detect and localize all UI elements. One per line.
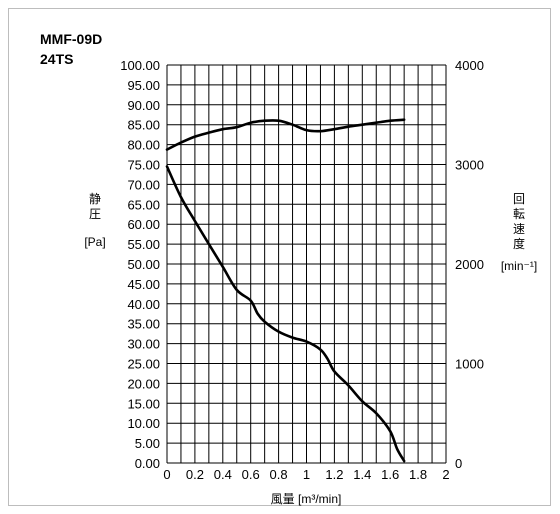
- x-tick-label: 0: [163, 467, 170, 482]
- x-tick-label: 0.8: [270, 467, 288, 482]
- left-y-tick-label: 15.00: [127, 396, 160, 411]
- right-y-tick-label: 2000: [455, 257, 484, 272]
- x-tick-label: 1.2: [325, 467, 343, 482]
- left-y-label-unit: [Pa]: [84, 235, 105, 249]
- left-y-tick-label: 40.00: [127, 297, 160, 312]
- left-y-tick-label: 75.00: [127, 158, 160, 173]
- left-y-label-char-2: 圧: [89, 207, 101, 221]
- series-group: [165, 118, 406, 463]
- left-y-tick-label: 0.00: [135, 456, 160, 471]
- left-y-tick-label: 95.00: [127, 78, 160, 93]
- left-y-tick-label: 10.00: [127, 416, 160, 431]
- right-y-label-unit: [min⁻¹]: [501, 259, 537, 273]
- right-y-label-char-4: 度: [513, 236, 525, 251]
- x-tick-labels: 0 0.2 0.4 0.6 0.8 1 1.2 1.4 1.6 1.8 2: [163, 467, 449, 482]
- left-y-tick-label: 20.00: [127, 376, 160, 391]
- x-tick-label: 1.4: [353, 467, 371, 482]
- x-tick-label: 1: [303, 467, 310, 482]
- static-pressure-curve: [165, 165, 406, 463]
- left-y-tick-label: 35.00: [127, 317, 160, 332]
- right-y-tick-label: 1000: [455, 357, 484, 372]
- right-y-tick-label: 3000: [455, 158, 484, 173]
- left-y-tick-label: 30.00: [127, 337, 160, 352]
- right-y-tick-labels: 0 1000 2000 3000 4000: [455, 58, 484, 471]
- left-y-tick-label: 80.00: [127, 138, 160, 153]
- chart-model-title: MMF-09D: [40, 31, 102, 47]
- x-tick-label: 1.8: [409, 467, 427, 482]
- left-y-tick-label: 100.00: [120, 58, 160, 73]
- x-tick-label: 0.6: [242, 467, 260, 482]
- chart-frame: [8, 8, 551, 506]
- left-y-tick-label: 50.00: [127, 257, 160, 272]
- right-y-label-char-3: 速: [513, 222, 525, 236]
- x-tick-label: 2: [442, 467, 449, 482]
- right-y-label-char-1: 回: [513, 192, 525, 206]
- x-tick-label: 1.6: [381, 467, 399, 482]
- left-y-tick-labels: 0.00 5.00 10.00 15.00 20.00 25.00 30.00 35.00 40…: [120, 58, 160, 471]
- grid: [166, 64, 447, 464]
- right-y-tick-label: 0: [455, 456, 462, 471]
- x-axis-label: 風量 [m³/min]: [271, 492, 342, 506]
- right-y-tick-label: 4000: [455, 58, 484, 73]
- chart-variant-title: 24TS: [40, 51, 73, 67]
- left-y-tick-label: 55.00: [127, 237, 160, 252]
- left-y-tick-label: 70.00: [127, 177, 160, 192]
- left-y-tick-label: 65.00: [127, 197, 160, 212]
- x-tick-label: 0.2: [186, 467, 204, 482]
- left-y-label-char-1: 静: [89, 192, 101, 206]
- x-tick-label: 0.4: [214, 467, 232, 482]
- rotation-speed-curve: [165, 118, 406, 151]
- left-y-tick-label: 60.00: [127, 217, 160, 232]
- left-y-tick-label: 45.00: [127, 277, 160, 292]
- left-y-tick-label: 85.00: [127, 118, 160, 133]
- left-y-tick-label: 5.00: [135, 436, 160, 451]
- left-y-tick-label: 90.00: [127, 98, 160, 113]
- right-y-label-char-2: 転: [513, 207, 525, 221]
- left-y-tick-label: 25.00: [127, 357, 160, 372]
